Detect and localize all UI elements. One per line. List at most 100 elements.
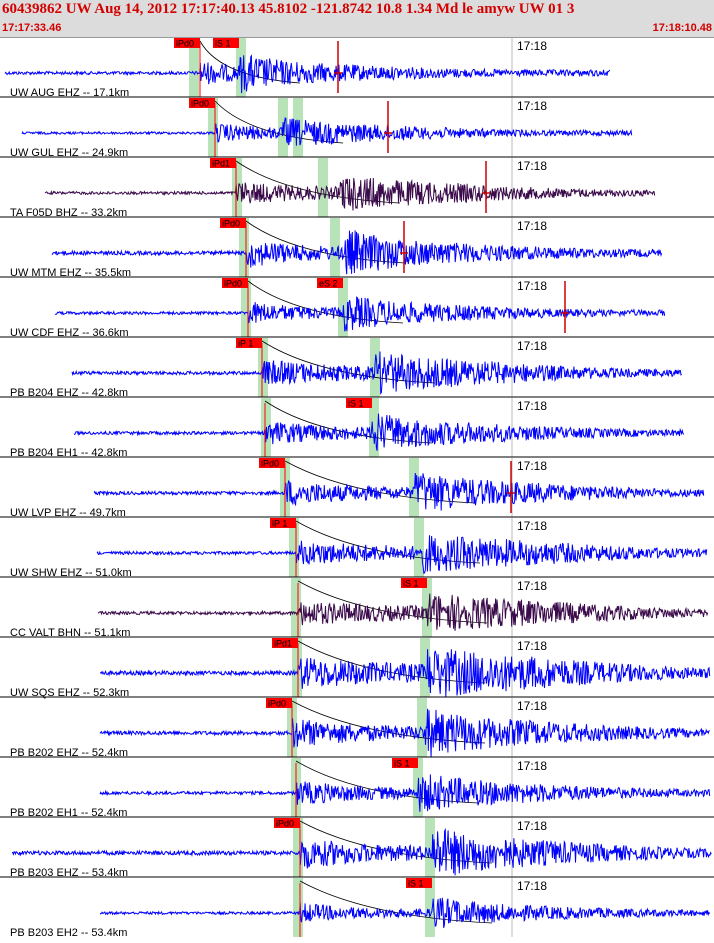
phase-tag-box	[272, 638, 298, 648]
phase-pick-tag[interactable]: iPd0	[274, 818, 300, 829]
time-tick-label: 17:18	[517, 279, 547, 293]
trace-row[interactable]: 17:18 iPd0 UW MTM EHZ -- 35.5km	[0, 216, 714, 279]
phase-tag-box	[317, 278, 343, 288]
phase-tag-box	[406, 878, 432, 888]
trace-row[interactable]: 17:18 iS 1 CC VALT BHN -- 51.1km	[0, 576, 714, 639]
station-label: PB B204 EH1 -- 42.8km	[10, 447, 127, 459]
station-label: UW CDF EHZ -- 36.6km	[10, 327, 129, 339]
phase-tag-label: iP 1	[238, 339, 253, 349]
trace-row[interactable]: 17:18 iPd0 iS 1 UW AUG EHZ -- 17.1km	[4, 38, 611, 99]
trace-row[interactable]: 17:18 iPd0 eS 2 UW CDF EHZ -- 36.6km	[0, 276, 714, 339]
phase-pick-tag[interactable]: iS 1	[346, 398, 372, 409]
phase-tag-box	[270, 518, 296, 528]
station-label: TA F05D BHZ -- 33.2km	[10, 207, 127, 219]
waveform-panel[interactable]: 17:18 iPd0 iS 1 UW AUG EHZ -- 17.1km 17:18 iP…	[0, 37, 714, 939]
phase-window	[425, 878, 435, 937]
phase-pick-tag[interactable]: eS 2	[317, 278, 343, 289]
phase-tag-label: iPd1	[274, 639, 292, 649]
phase-tag-box	[220, 218, 246, 228]
phase-pick-tag[interactable]: iPd0	[259, 458, 285, 469]
seismogram-trace	[99, 649, 711, 697]
trace-row[interactable]: 17:18 iPd0 UW LVP EHZ -- 49.7km	[0, 456, 714, 519]
trace-row[interactable]: 17:18 iPd0 PB B202 EHZ -- 52.4km	[0, 696, 714, 759]
seismogram-trace	[96, 535, 708, 575]
phase-pick-tag[interactable]: iPd0	[189, 98, 215, 109]
station-label: UW GUL EHZ -- 24.9km	[10, 147, 128, 159]
phase-window	[292, 638, 302, 697]
station-label: CC VALT BHN -- 51.1km	[10, 627, 130, 639]
phase-tag-label: iPd1	[212, 159, 230, 169]
phase-pick-tag[interactable]: iPd0	[222, 278, 248, 289]
trace-row[interactable]: 17:18 iP 1 PB B204 EHZ -- 42.8km	[0, 336, 714, 399]
phase-tag-label: iS 1	[403, 579, 419, 589]
phase-pick-tag[interactable]: iPd0	[174, 38, 200, 49]
phase-pick-tag[interactable]: iP 1	[270, 518, 296, 529]
phase-tag-label: iPd0	[276, 819, 294, 829]
phase-tag-box	[236, 338, 262, 348]
trace-row[interactable]: 17:18 iS 1 PB B202 EH1 -- 52.4km	[0, 756, 714, 819]
window-start-time: 17:17:33.46	[2, 22, 62, 34]
waveform-svg[interactable]: 17:18 iPd0 iS 1 UW AUG EHZ -- 17.1km 17:18 iP…	[0, 37, 714, 939]
travel-time-curve	[284, 460, 476, 504]
phase-pick-tag[interactable]: iPd1	[210, 158, 236, 169]
phase-window	[239, 218, 249, 277]
time-tick-label: 17:18	[517, 339, 547, 353]
trace-row[interactable]: 17:18 iPd1 UW SQS EHZ -- 52.3km	[0, 636, 714, 699]
seismogram-trace	[54, 296, 666, 332]
phase-tag-label: iS 1	[394, 759, 410, 769]
phase-tag-label: iPd0	[222, 219, 240, 229]
phase-window	[291, 578, 301, 637]
phase-pick-tag[interactable]: iPd1	[272, 638, 298, 649]
phase-window	[414, 518, 424, 577]
station-label: UW SQS EHZ -- 52.3km	[10, 687, 129, 699]
phase-window	[293, 878, 303, 937]
time-tick-label: 17:18	[517, 579, 547, 593]
station-label: PB B203 EHZ -- 53.4km	[10, 867, 128, 879]
seismogram-trace	[99, 897, 711, 929]
seismogram-trace	[71, 351, 683, 395]
phase-pick-tag[interactable]: iS 1	[401, 578, 427, 589]
phase-pick-tag[interactable]: iS 1	[213, 38, 239, 49]
time-tick-label: 17:18	[517, 639, 547, 653]
phase-tag-label: iPd0	[191, 99, 209, 109]
phase-pick-tag[interactable]: iPd0	[220, 218, 246, 229]
phase-window	[241, 278, 251, 337]
time-tick-label: 17:18	[517, 819, 547, 833]
trace-row[interactable]: 17:18 iPd0 UW GUL EHZ -- 24.9km	[0, 96, 714, 159]
trace-row[interactable]: 17:18 iPd0 PB B203 EHZ -- 53.4km	[0, 816, 714, 879]
phase-pick-tag[interactable]: iS 1	[392, 758, 418, 769]
time-tick-label: 17:18	[517, 519, 547, 533]
phase-window	[425, 818, 435, 877]
time-tick-label: 17:18	[517, 159, 547, 173]
window-end-time: 17:18:10.48	[652, 22, 712, 34]
travel-time-curve	[247, 280, 404, 324]
event-title: 60439862 UW Aug 14, 2012 17:17:40.13 45.…	[2, 1, 575, 17]
seismogram-trace	[21, 117, 633, 146]
phase-tag-box	[213, 38, 239, 48]
seismogram-trace	[11, 827, 712, 876]
phase-window	[289, 518, 299, 577]
event-header: 60439862 UW Aug 14, 2012 17:17:40.13 45.…	[0, 0, 714, 38]
seismogram-trace	[4, 54, 611, 94]
travel-time-curve	[245, 220, 406, 264]
phase-window	[417, 698, 427, 757]
phase-window	[293, 818, 303, 877]
trace-row[interactable]: 17:18 iS 1 PB B203 EH2 -- 53.4km	[0, 876, 714, 939]
phase-pick-tag[interactable]: iPd0	[266, 698, 292, 709]
phase-tag-box	[259, 458, 285, 468]
trace-row[interactable]: 17:18 iS 1 PB B204 EH1 -- 42.8km	[0, 396, 714, 459]
station-label: UW SHW EHZ -- 51.0km	[10, 567, 132, 579]
time-tick-label: 17:18	[517, 99, 547, 113]
time-tick-label: 17:18	[517, 399, 547, 413]
phase-pick-tag[interactable]: iS 1	[406, 878, 432, 889]
phase-tag-box	[346, 398, 372, 408]
trace-row[interactable]: 17:18 iP 1 UW SHW EHZ -- 51.0km	[0, 516, 714, 579]
phase-tag-label: iS 1	[215, 39, 231, 49]
phase-tag-box	[266, 698, 292, 708]
station-label: PB B202 EHZ -- 52.4km	[10, 747, 128, 759]
phase-tag-label: iPd0	[261, 459, 279, 469]
time-tick-label: 17:18	[517, 699, 547, 713]
trace-row[interactable]: 17:18 iPd1 TA F05D BHZ -- 33.2km	[0, 156, 714, 219]
station-label: PB B204 EHZ -- 42.8km	[10, 387, 128, 399]
phase-pick-tag[interactable]: iP 1	[236, 338, 262, 349]
